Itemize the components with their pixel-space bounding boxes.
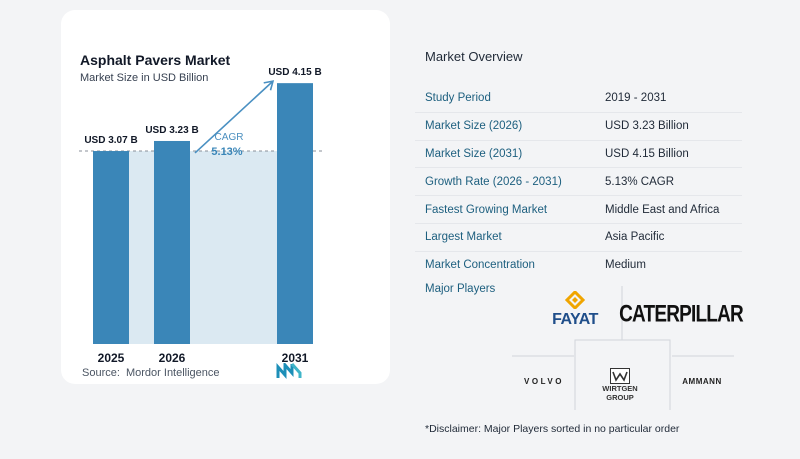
overview-table: Study Period 2019 - 2031 Market Size (20… [415,85,742,279]
wirtgen-logo: WIRTGEN GROUP [575,360,665,410]
x-tick-label: 2026 [159,351,186,365]
overview-row: Growth Rate (2026 - 2031) 5.13% CAGR [415,168,742,197]
caterpillar-text: CATERPILLAR [619,301,744,328]
overview-row: Market Size (2026) USD 3.23 Billion [415,113,742,141]
overview-title: Market Overview [425,49,523,64]
row-key: Study Period [425,92,491,105]
baseline-band [129,151,277,344]
mordor-logo-icon [276,363,302,379]
market-overview: Market Overview Study Period 2019 - 2031… [415,0,800,459]
source-line: Source: Mordor Intelligence [82,367,220,379]
chart-title: Asphalt Pavers Market [80,52,231,68]
row-key: Largest Market [425,231,502,244]
bar-value-label: USD 3.23 B [145,125,198,136]
source-label: Source: [82,367,120,379]
wirtgen-w-icon [610,368,630,384]
row-key: Fastest Growing Market [425,203,548,216]
overview-row: Fastest Growing Market Middle East and A… [415,196,742,224]
caterpillar-logo: CATERPILLAR [619,301,744,329]
bar [93,151,129,344]
bar [154,140,190,344]
source-value: Mordor Intelligence [125,367,220,379]
fayat-text: FAYAT [552,311,598,328]
bar-chart: USD 3.07 B 2025 USD 3.23 B 2026 USD 4.15 B 20… [79,67,323,365]
overview-row: Study Period 2019 - 2031 [415,85,742,113]
player-logos: FAYAT CATERPILLAR VOLVO WIRTGEN GROUP AM… [512,286,744,410]
row-key: Market Concentration [425,259,535,272]
logo-grid-lines [512,286,734,410]
x-tick-label: 2025 [98,351,125,365]
overview-row: Market Size (2031) USD 4.15 Billion [415,141,742,169]
ammann-logo: AMMANN [672,374,732,388]
cagr-label: CAGR [215,132,244,143]
row-value: 2019 - 2031 [605,92,667,105]
wirtgen-text-line2: GROUP [606,393,634,402]
row-value: USD 3.23 Billion [605,120,689,133]
volvo-text: VOLVO [524,376,564,386]
wirtgen-text-line1: WIRTGEN [602,384,638,393]
row-key: Market Size (2026) [425,120,523,133]
overview-row: Largest Market Asia Pacific [415,224,742,252]
fayat-logo: FAYAT [540,286,610,334]
cagr-value: 5.13% [211,146,242,158]
volvo-logo: VOLVO [514,374,574,388]
row-value: Middle East and Africa [605,203,720,216]
row-value: 5.13% CAGR [605,175,675,188]
major-players-title: Major Players [425,283,496,295]
bar-value-label: USD 4.15 B [268,67,321,78]
disclaimer: *Disclaimer: Major Players sorted in no … [425,423,680,435]
overview-row: Market Concentration Medium [415,252,742,279]
fayat-diamond-icon [564,291,586,309]
row-value: Asia Pacific [605,231,665,244]
x-tick-label: 2031 [282,351,309,365]
chart-subtitle: Market Size in USD Billion [80,72,209,84]
cagr-arrow-icon [263,80,275,91]
row-value: Medium [605,259,646,272]
chart-card: USD 3.07 B 2025 USD 3.23 B 2026 USD 4.15 B 20… [61,10,390,384]
row-value: USD 4.15 Billion [605,147,689,160]
bar-value-label: USD 3.07 B [84,135,137,146]
bar [277,83,313,345]
row-key: Growth Rate (2026 - 2031) [425,175,562,188]
cagr-arrow-line [194,80,274,154]
row-key: Market Size (2031) [425,147,523,160]
ammann-text: AMMANN [682,376,722,386]
